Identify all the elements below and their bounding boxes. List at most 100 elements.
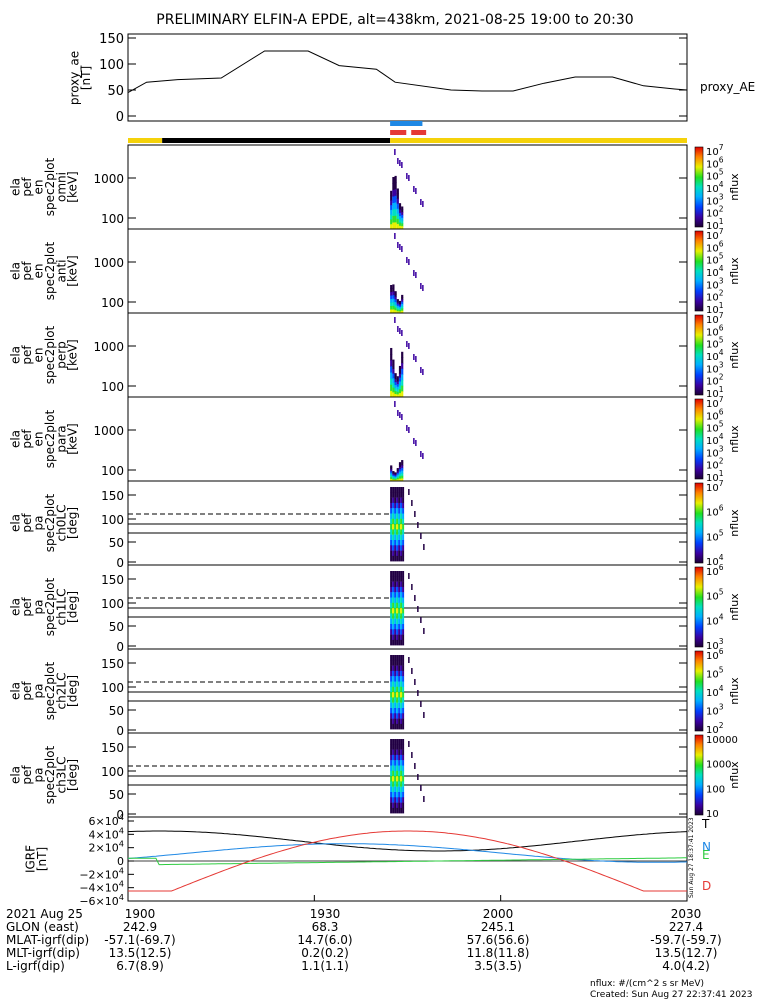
igrf-ytick-label: −6×104 bbox=[79, 892, 124, 908]
spectrogram-cell bbox=[423, 712, 425, 718]
spectrogram-cell bbox=[392, 702, 395, 709]
spectrogram-cell bbox=[392, 305, 395, 310]
x-row-value: 1.1(1.1) bbox=[301, 959, 349, 973]
spectrogram-cell bbox=[420, 367, 422, 373]
ylabel-line: pef bbox=[20, 345, 34, 365]
ylabel-line: ch1LC bbox=[54, 589, 68, 626]
panel-ytick-label: 0 bbox=[116, 724, 124, 738]
ylabel-line: pef bbox=[20, 597, 34, 617]
spectrogram-cell bbox=[394, 299, 397, 303]
spectrogram-cell bbox=[390, 508, 393, 514]
panel-ytick-label: 50 bbox=[109, 536, 124, 550]
spectrogram-cell bbox=[401, 226, 404, 230]
spectrogram-cell bbox=[394, 702, 397, 709]
spectrogram-cell bbox=[396, 634, 399, 641]
panel-frame bbox=[127, 564, 688, 650]
colorbar-tick-label: 102 bbox=[706, 373, 724, 388]
colorbar-tick-label: 100 bbox=[706, 784, 725, 795]
colorbar-label: nflux bbox=[728, 257, 741, 285]
spectrogram-cell bbox=[396, 545, 399, 551]
spectrogram-cell bbox=[396, 477, 399, 480]
spectrogram-cell bbox=[392, 550, 395, 557]
ylabel-line: IGRF bbox=[24, 845, 38, 873]
spectrogram-cell bbox=[402, 492, 405, 498]
spectrogram-cell bbox=[400, 529, 403, 535]
x-row-value: -57.1(-69.7) bbox=[104, 933, 175, 947]
spectrogram-cell bbox=[390, 360, 393, 367]
spectrogram-cell bbox=[400, 586, 403, 593]
spectrogram-cell bbox=[398, 473, 402, 477]
x-row-value: 68.3 bbox=[312, 920, 339, 934]
spectrogram-cell bbox=[394, 385, 397, 389]
spectrogram-cell bbox=[398, 555, 401, 562]
spectrogram-cell bbox=[414, 679, 416, 685]
spectrogram-cell bbox=[398, 492, 401, 498]
ae-ytick-label: 150 bbox=[99, 32, 124, 47]
x-row-value: 11.8(11.8) bbox=[467, 946, 530, 960]
spectrogram-cell bbox=[420, 785, 422, 791]
colorbar-tick-label: 103 bbox=[706, 192, 724, 207]
ylabel-line: anti bbox=[54, 260, 68, 283]
spectrogram-panel: 1000100elapefenspec2plotomni[keV]1071061… bbox=[9, 143, 741, 232]
spectrogram-cell bbox=[394, 317, 396, 323]
spectrogram-cell bbox=[400, 776, 403, 782]
colorbar-tick-label: 107 bbox=[706, 227, 724, 242]
spectrogram-cell bbox=[398, 624, 401, 630]
spectrogram-cell bbox=[398, 393, 402, 398]
spectrogram-cell bbox=[394, 492, 397, 498]
spectrogram-cell bbox=[390, 608, 393, 614]
spectrogram-cell bbox=[394, 149, 396, 155]
spectrogram-cell bbox=[408, 343, 410, 349]
panel-ytick-label: 1000 bbox=[93, 256, 124, 270]
spectrogram-cell bbox=[402, 807, 405, 814]
spectrogram-cell bbox=[398, 697, 401, 703]
colorbar-tick-label: 104 bbox=[706, 264, 724, 279]
spectrogram-cell bbox=[390, 513, 393, 519]
spectrogram-cell bbox=[392, 291, 395, 296]
spectrogram-cell bbox=[401, 246, 403, 252]
spectrogram-cell bbox=[396, 311, 399, 314]
spectrogram-cell bbox=[396, 718, 399, 725]
spectrogram-cell bbox=[390, 592, 393, 598]
spectrogram-cell bbox=[394, 296, 397, 300]
spectrogram-cell bbox=[396, 386, 399, 390]
spectrogram-cell bbox=[398, 203, 402, 207]
colorbar-tick-label: 105 bbox=[706, 420, 724, 435]
ylabel-line: ela bbox=[9, 682, 23, 700]
spectrogram-cell bbox=[398, 497, 401, 504]
colorbar-tick-label: 106 bbox=[706, 323, 724, 338]
x-row-value: 3.5(3.5) bbox=[474, 959, 522, 973]
spectrogram-cell bbox=[398, 508, 401, 514]
spectrogram-cell bbox=[392, 571, 395, 577]
colorbar-tick-label: 107 bbox=[706, 479, 724, 494]
spectrogram-cell bbox=[420, 199, 422, 205]
x-row-value: 245.1 bbox=[481, 920, 515, 934]
spectrogram-cell bbox=[402, 754, 405, 761]
spectrogram-cell bbox=[398, 629, 401, 635]
spectrogram-cell bbox=[392, 196, 395, 204]
spectrogram-cell bbox=[392, 555, 395, 562]
spectrogram-cell bbox=[396, 770, 399, 777]
spectrogram-cell bbox=[394, 723, 397, 730]
spectrogram-cell bbox=[420, 451, 422, 457]
spectrogram-cell bbox=[392, 802, 395, 809]
spectrogram-cell bbox=[392, 718, 395, 725]
spectrogram-cell bbox=[394, 608, 397, 614]
ylabel-line: spec2plot bbox=[43, 241, 57, 300]
spectrogram-cell bbox=[402, 502, 405, 509]
spectrogram-cell bbox=[400, 497, 403, 504]
spectrogram-cell bbox=[398, 792, 401, 798]
spectrogram-cell bbox=[394, 215, 397, 223]
spectrogram-cell bbox=[390, 708, 393, 714]
spectrogram-cell bbox=[401, 380, 404, 387]
spectrogram-cell bbox=[390, 295, 393, 300]
panel-frame bbox=[127, 480, 688, 566]
spectrogram-cell bbox=[398, 206, 402, 211]
spectrogram-cell bbox=[400, 518, 403, 525]
colorbar-tick-label: 101 bbox=[706, 385, 724, 400]
spectrogram-cell bbox=[408, 657, 410, 663]
spectrogram-cell bbox=[402, 692, 405, 698]
spectrogram-cell bbox=[394, 802, 397, 809]
